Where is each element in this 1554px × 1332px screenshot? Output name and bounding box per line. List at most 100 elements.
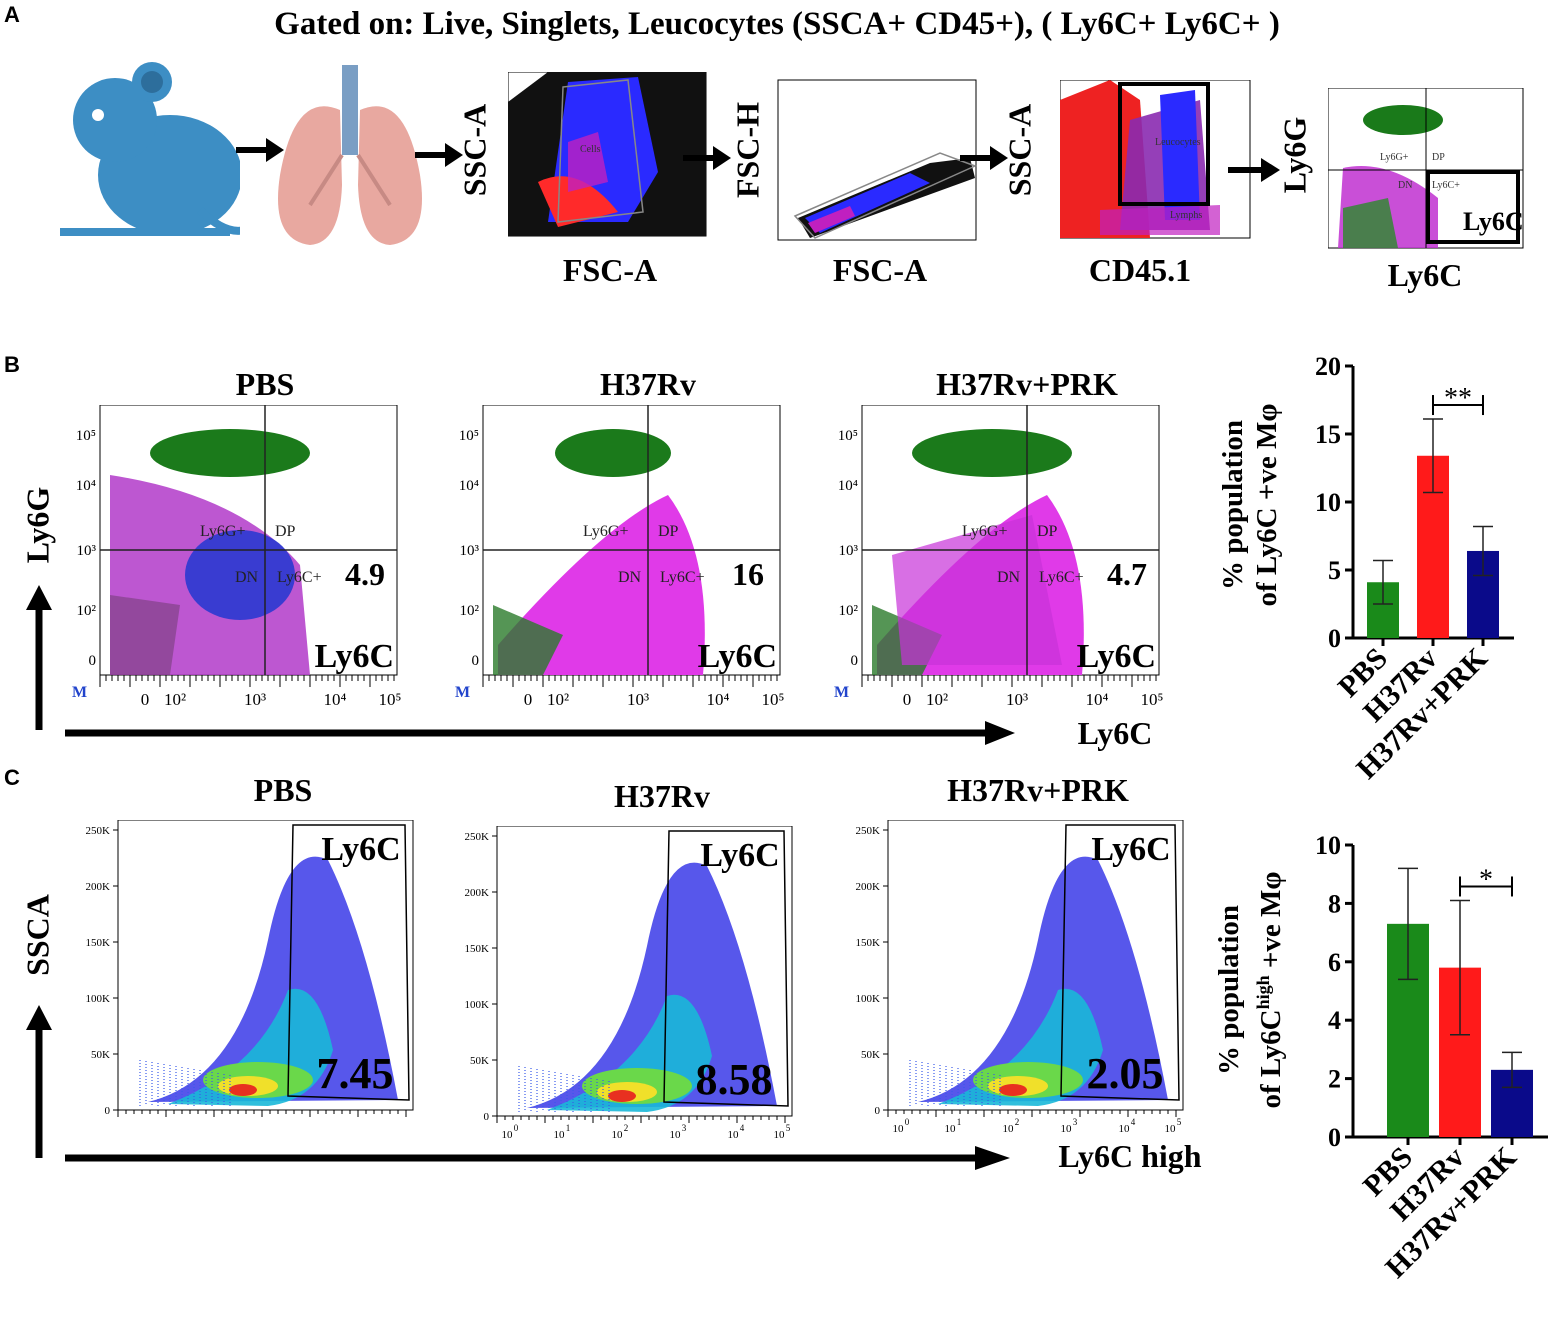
b-m-marker: M (834, 684, 849, 701)
y-tick-label: 0 (1328, 624, 1341, 653)
a3-xlabel: CD45.1 (1088, 252, 1192, 288)
c-tick-x: 10 (612, 1129, 624, 1141)
b-tick-y: 0 (851, 653, 859, 669)
c-tick-x-exp: 1 (566, 1123, 571, 1133)
a4-quadrant: DN (1398, 180, 1412, 191)
y-tick-label: 20 (1315, 352, 1341, 381)
c-tick-y: 150K (856, 937, 881, 949)
b-plot-title: H37Rv (600, 366, 696, 402)
a3-gate-label: Lymphs (1170, 210, 1202, 221)
a1-ylabel: SSC-A (456, 103, 493, 197)
c-tick-x-exp: 5 (786, 1123, 791, 1133)
c-tick-y: 250K (856, 825, 881, 837)
density-blue (918, 856, 1168, 1102)
b-plot-value: 4.7 (1107, 556, 1147, 592)
y-tick-label: 15 (1315, 420, 1341, 449)
quadrant-label: DN (235, 569, 259, 586)
c-tick-x: 10 (1119, 1123, 1131, 1135)
a1-flow-plot: Cells (508, 72, 707, 237)
b-tick-x: 10³ (1006, 690, 1028, 709)
b-tick-x: 10³ (244, 690, 266, 709)
a4-xlabel: Ly6C (1387, 257, 1463, 293)
b-tick-x: 0 (524, 690, 533, 709)
cell-population (892, 515, 1062, 665)
b-tick-y: 10² (77, 603, 97, 619)
c-flow-plot: Ly6C8.58250K200K150K100K50K0100101102103… (465, 826, 793, 1141)
b-tick-y: 10⁵ (459, 428, 479, 444)
c-tick-x-exp: 3 (682, 1123, 687, 1133)
b-tick-x: 10⁴ (1086, 690, 1109, 709)
b-tick-y: 10⁴ (459, 478, 479, 494)
b-y-axis-label: Ly6G (19, 486, 56, 564)
a4-quadrant: Ly6G+ (1380, 152, 1409, 163)
a3-ylabel: SSC-A (1001, 103, 1038, 197)
arrow-icon (683, 146, 731, 170)
mouse-icon (60, 62, 240, 236)
lungs-icon (278, 65, 422, 245)
cell-population (185, 530, 295, 620)
y-tick-label: 5 (1328, 556, 1341, 585)
c-tick-x: 10 (728, 1129, 740, 1141)
c-tick-y: 150K (465, 943, 490, 955)
cell-population (110, 595, 180, 675)
a1-gate-label: Cells (580, 144, 601, 155)
b-tick-y: 0 (472, 653, 480, 669)
c-flow-plot: Ly6C 7.45 250K 200K 150K 100K 50K 0 (86, 820, 414, 1117)
y-tick-label: 4 (1328, 1006, 1341, 1035)
ly6g-population (912, 429, 1072, 477)
quadrant-label: DN (618, 569, 642, 586)
c-tick-x: 10 (774, 1129, 786, 1141)
c-tick-y: 250K (465, 831, 490, 843)
quadrant-label: Ly6G+ (962, 523, 1007, 540)
c-plot-title: PBS (253, 772, 313, 808)
c-tick-x: 10 (945, 1123, 957, 1135)
a4-ylabel: Ly6G (1276, 116, 1313, 194)
c-gate-label: Ly6C (700, 837, 779, 874)
quadrant-label: DN (997, 569, 1021, 586)
b-plot-value: 4.9 (345, 556, 385, 592)
b-tick-x: 0 (903, 690, 912, 709)
b-tick-x: 10⁴ (324, 690, 347, 709)
a3-flow-plot: Leucocytes Lymphs (1060, 80, 1251, 239)
quadrant-label: Ly6C+ (660, 569, 705, 586)
panel-letter-b: B (4, 352, 20, 377)
y-tick-label: 10 (1315, 488, 1341, 517)
a4-gate-label: Ly6C (1463, 207, 1524, 236)
b-tick-y: 10³ (839, 543, 859, 559)
b-tick-y: 10⁵ (838, 428, 858, 444)
significance-label: ** (1444, 383, 1472, 414)
b-tick-x: 10² (926, 690, 948, 709)
c-tick-y: 0 (875, 1105, 881, 1117)
density-blue (148, 856, 398, 1102)
c-tick-y: 150K (86, 937, 111, 949)
c-tick-y: 50K (861, 1049, 880, 1061)
a4-flow-plot: Ly6C Ly6G+ DP DN Ly6C+ (1328, 88, 1524, 249)
c-tick-y: 0 (105, 1105, 111, 1117)
b-tick-y: 10⁴ (76, 478, 96, 494)
c-gate-label: Ly6C (321, 831, 400, 868)
b-plot-corner-label: Ly6C (1077, 638, 1156, 675)
density-blue (527, 862, 777, 1108)
density-red (999, 1084, 1027, 1096)
quadrant-label: Ly6G+ (200, 523, 245, 540)
chart2-ylabel-line2: of Ly6Chigh +ve Mφ (1253, 871, 1287, 1109)
c-tick-x-exp: 4 (740, 1123, 745, 1133)
y-tick-label: 0 (1328, 1123, 1341, 1152)
c-tick-x-exp: 4 (1131, 1117, 1136, 1127)
c-tick-y: 100K (856, 993, 881, 1005)
arrow-icon (236, 138, 284, 162)
c-gate (287, 824, 410, 1101)
c-tick-x-exp: 2 (624, 1123, 629, 1133)
b-tick-x: 10⁵ (379, 690, 402, 709)
c-x-axis-label: Ly6C high (1058, 1138, 1202, 1174)
c-tick-x-exp: 0 (905, 1117, 910, 1127)
a4-quadrant: Ly6C+ (1432, 180, 1460, 191)
cell-population (493, 605, 563, 675)
panel-letter-a: A (4, 2, 20, 27)
quadrant-label: Ly6G+ (583, 523, 628, 540)
c-tick-y: 100K (86, 993, 111, 1005)
quadrant-label: Ly6C+ (277, 569, 322, 586)
b-y-axis-arrow (26, 585, 52, 730)
c-plot-value: 7.45 (317, 1049, 394, 1098)
quadrant-label: DP (1037, 523, 1058, 540)
